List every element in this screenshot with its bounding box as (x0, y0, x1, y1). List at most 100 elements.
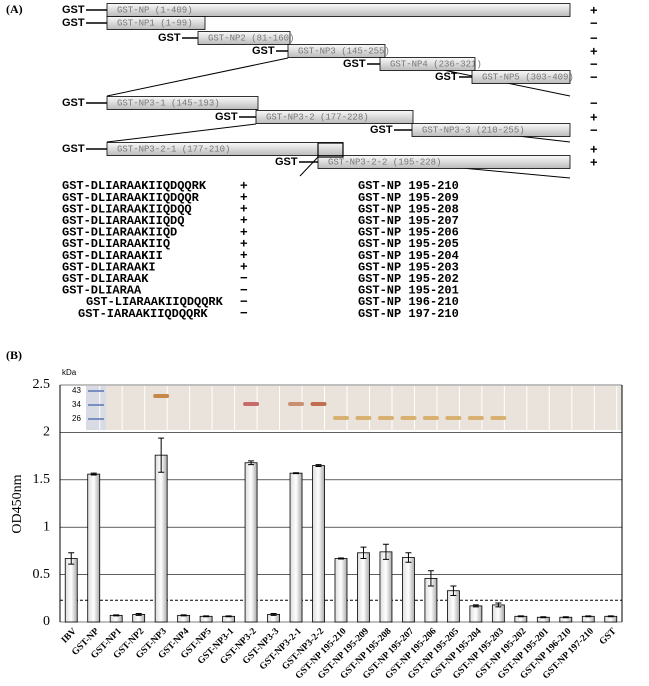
bar (402, 557, 415, 623)
peptide-name: GST-NP 195-208 (358, 202, 459, 216)
bar (357, 552, 370, 623)
peptide-sequence: GST-DLIARAAKIIQDQ (62, 214, 184, 228)
y-tick-label: 2 (43, 425, 50, 440)
x-tick-label: IBV (60, 627, 79, 646)
result-sign: − (590, 15, 598, 30)
peptide-sequence: GST-DLIARAAKI (62, 260, 156, 274)
result-sign: − (590, 69, 598, 84)
result-sign: − (590, 30, 598, 45)
peptide-name: GST-NP 195-209 (358, 191, 459, 205)
result-sign: + (240, 189, 248, 204)
gst-label: GST (62, 97, 85, 109)
gel-ladder (86, 386, 106, 430)
result-sign: + (240, 212, 248, 227)
result-sign: + (240, 201, 248, 216)
error-bar (450, 585, 457, 596)
construct-label: GST-NP (1-409) (117, 5, 193, 15)
result-sign: + (590, 43, 598, 58)
result-sign: + (240, 259, 248, 274)
bar (334, 558, 348, 623)
result-sign: − (590, 95, 598, 110)
construct-label: GST-NP3-1 (145-193) (117, 98, 220, 108)
peptide-name: GST-NP 195-206 (358, 226, 459, 240)
gel-band (400, 416, 417, 420)
gel-band (467, 416, 484, 420)
bar (244, 462, 258, 623)
bar (64, 558, 78, 623)
construct-box (287, 44, 386, 58)
error-bar (495, 602, 502, 608)
gst-label: GST (370, 124, 393, 136)
construct-label: GST-NP3-3 (210-255) (422, 125, 525, 135)
error-bar (113, 614, 120, 617)
result-sign: − (240, 293, 248, 308)
error-bar (427, 570, 434, 587)
bar (87, 473, 101, 623)
peptide-sequence: GST-DLIARAAKII (62, 249, 163, 263)
y-tick-label: 1 (43, 519, 50, 534)
construct-box (106, 96, 259, 110)
peptide-name: GST-NP 196-210 (358, 295, 459, 309)
peptide-name: GST-NP 197-210 (358, 307, 459, 321)
result-sign: + (240, 247, 248, 262)
result-sign: + (590, 141, 598, 156)
panel-label: (B) (6, 348, 22, 362)
y-tick-label: 0.5 (33, 567, 51, 582)
gst-label: GST (215, 111, 238, 123)
panel-label: (A) (6, 2, 23, 16)
bar (177, 614, 191, 623)
peptide-sequence: GST-DLIARAA (62, 284, 142, 298)
peptide-sequence: GST-DLIARAAKIIQDQQ (62, 202, 192, 216)
error-bar (90, 472, 97, 476)
bar (154, 454, 168, 623)
peptide-name: GST-NP 195-202 (358, 272, 459, 286)
construct-box (471, 70, 571, 84)
gst-label: GST (252, 45, 275, 57)
result-sign: + (240, 177, 248, 192)
construct-box (106, 16, 206, 30)
peptide-name: GST-NP 195-205 (358, 237, 459, 251)
gel-band (333, 416, 349, 420)
error-bar (338, 557, 344, 560)
peptide-sequence: GST-DLIARAAK (62, 272, 149, 286)
y-tick-label: 2.5 (33, 377, 51, 392)
construct-label: GST-NP4 (236-321) (390, 59, 482, 69)
construct-label: GST-NP3-2-2 (195-228) (328, 157, 441, 167)
error-bar (248, 460, 255, 466)
x-tick-label: GST (598, 626, 619, 647)
gst-label: GST (158, 32, 181, 44)
peptide-sequence: GST-IARAAKIIQDQQRK (78, 307, 208, 321)
gst-label: GST (435, 71, 458, 83)
bar (469, 605, 483, 623)
construct-box (255, 110, 414, 124)
y-axis-label: OD450nm (10, 474, 25, 533)
gel-band (490, 416, 507, 420)
error-bar (360, 546, 367, 559)
result-sign: − (240, 270, 248, 285)
gel-band (445, 416, 462, 420)
bar (289, 472, 303, 623)
gel-band (422, 416, 439, 420)
error-bar (585, 615, 592, 618)
construct-label: GST-NP1 (1-99) (117, 18, 193, 28)
error-bar (158, 437, 165, 473)
result-sign: − (590, 56, 598, 71)
error-bar (607, 615, 614, 618)
error-bar (270, 612, 277, 616)
bar (109, 614, 123, 623)
y-tick-label: 1.5 (33, 472, 51, 487)
error-bar (293, 472, 300, 475)
peptide-sequence: GST-DLIARAAKIIQDQQRK (62, 179, 207, 193)
result-sign: + (240, 235, 248, 250)
bar (491, 604, 505, 623)
error-bar (315, 464, 322, 468)
peptide-name: GST-NP 195-210 (358, 179, 459, 193)
gel-unit: kDa (62, 368, 77, 377)
gst-label: GST (343, 58, 366, 70)
construct-label: GST-NP3-2-1 (177-210) (117, 144, 230, 154)
construct-label: GST-NP2 (81-160) (208, 33, 294, 43)
peptide-sequence: GST-DLIARAAKIIQD (62, 226, 177, 240)
error-bar (135, 612, 142, 616)
gel-band (288, 402, 305, 406)
